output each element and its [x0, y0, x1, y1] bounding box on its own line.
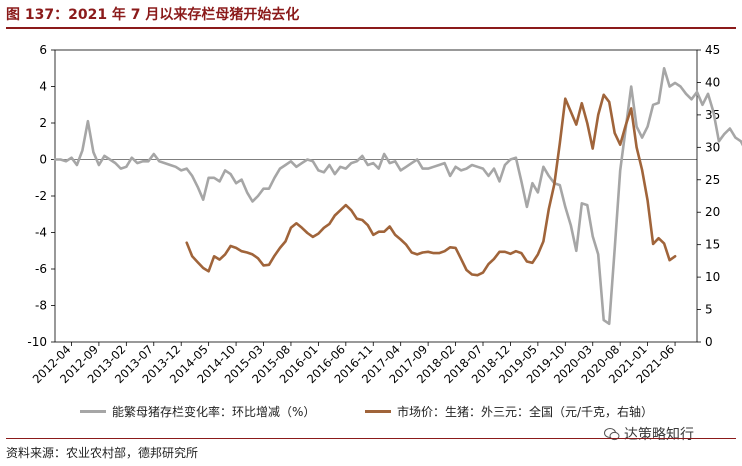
- watermark-text: 达策略知行: [624, 427, 694, 443]
- x-axis: 2012-042012-092013-022013-072013-122014-…: [30, 342, 677, 386]
- right-tick-label: 5: [705, 303, 713, 317]
- left-tick-label: -10: [27, 335, 47, 349]
- series-line-hog-price: [185, 93, 677, 277]
- right-tick-label: 20: [705, 205, 720, 219]
- left-tick-label: 6: [39, 43, 47, 57]
- legend-label-sow-change: 能繁母猪存栏变化率：环比增减（%）: [112, 405, 316, 419]
- series-layer: [53, 66, 742, 326]
- left-tick-label: -2: [35, 189, 47, 203]
- right-tick-label: 40: [705, 75, 720, 89]
- right-tick-label: 15: [705, 238, 720, 252]
- footer-divider: [6, 438, 736, 439]
- left-tick-label: 4: [39, 80, 47, 94]
- legend-swatch-brown: [365, 410, 391, 413]
- right-tick-label: 0: [705, 335, 713, 349]
- left-tick-label: -4: [35, 226, 47, 240]
- legend-label-hog-price: 市场价：生猪：外三元：全国（元/千克，右轴）: [397, 405, 654, 419]
- right-tick-label: 35: [705, 108, 720, 122]
- right-axis: 0 5 10 15 20 25 30 35 40 45: [697, 43, 720, 349]
- chart-title: 图 137：2021 年 7 月以来存栏母猪开始去化: [6, 7, 300, 23]
- right-tick-label: 25: [705, 173, 720, 187]
- right-tick-label: 30: [705, 140, 720, 154]
- title-divider: [6, 27, 736, 29]
- left-tick-label: 0: [39, 153, 47, 167]
- right-tick-label: 45: [705, 43, 720, 57]
- left-tick-label: 2: [39, 116, 47, 130]
- dual-axis-line-chart: -10 -8 -6 -4 -2 0 2 4 6 0 5 10 15 20 25 30 35 40 45 2012-…: [27, 43, 742, 386]
- legend-swatch-gray: [80, 410, 106, 413]
- wechat-icon: [604, 428, 620, 441]
- series-line-sow-change: [53, 66, 742, 326]
- source-note: 资料来源：农业农村部，德邦研究所: [6, 446, 199, 460]
- legend-item-hog-price: 市场价：生猪：外三元：全国（元/千克，右轴）: [365, 403, 653, 420]
- right-tick-label: 10: [705, 270, 720, 284]
- watermark: 达策略知行: [604, 424, 694, 444]
- left-axis: -10 -8 -6 -4 -2 0 2 4 6: [27, 43, 55, 349]
- left-tick-label: -8: [35, 299, 47, 313]
- left-tick-label: -6: [35, 262, 47, 276]
- legend-item-sow-change: 能繁母猪存栏变化率：环比增减（%）: [80, 403, 315, 420]
